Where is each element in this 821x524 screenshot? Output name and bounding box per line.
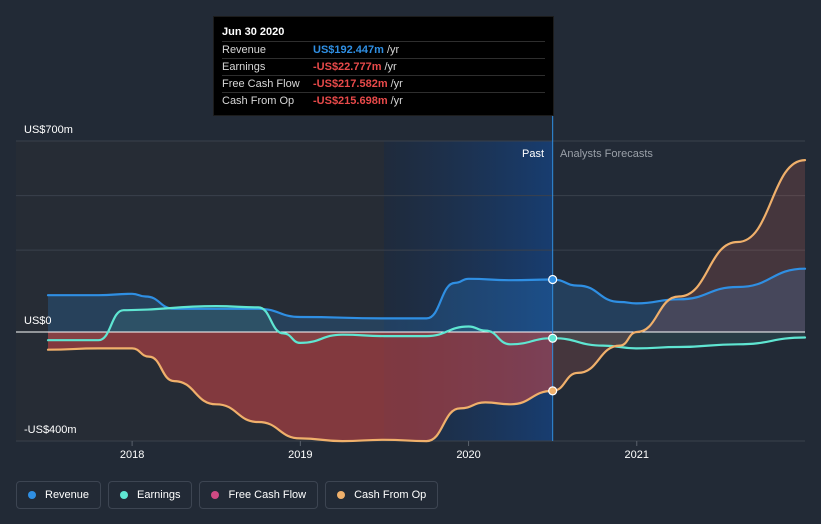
legend-item-free-cash-flow[interactable]: Free Cash Flow <box>199 481 319 509</box>
series-line <box>46 304 807 350</box>
dim-region <box>16 141 384 441</box>
legend-dot <box>28 491 36 499</box>
highlight-marker <box>548 386 558 396</box>
legend-label: Free Cash Flow <box>228 489 307 501</box>
tooltip-value: -US$217.582m <box>313 78 388 90</box>
chart-legend: Revenue Earnings Free Cash Flow Cash Fro… <box>16 481 439 509</box>
legend-dot <box>211 491 220 499</box>
tooltip: Jun 30 2020 Revenue US$192.447m /yr Earn… <box>213 16 554 116</box>
x-tick-label: 2020 <box>456 449 480 461</box>
series-line <box>46 267 807 320</box>
legend-dot <box>120 491 129 499</box>
series-areas <box>48 160 805 442</box>
legend-label: Cash From Op <box>354 489 427 501</box>
x-tick-label: 2021 <box>625 449 649 461</box>
highlight-marker <box>548 274 558 285</box>
highlight-markers <box>548 274 558 396</box>
legend-label: Revenue <box>45 489 90 501</box>
tooltip-row-free-cash-flow: Free Cash Flow -US$217.582m /yr <box>222 76 545 93</box>
series-lines <box>46 159 807 443</box>
tooltip-label: Free Cash Flow <box>222 78 300 90</box>
series-area <box>48 160 805 442</box>
series-area <box>48 268 805 332</box>
tooltip-row-earnings: Earnings -US$22.777m /yr <box>222 59 545 76</box>
tooltip-row-revenue: Revenue US$192.447m /yr <box>222 42 545 59</box>
tooltip-label: Revenue <box>222 44 267 56</box>
y-axis-bottom-label: -US$400m <box>24 424 77 436</box>
tooltip-unit: /yr <box>386 44 400 56</box>
x-tick-label: 2019 <box>288 449 312 461</box>
tooltip-unit: /yr <box>384 61 397 73</box>
x-tick-label: 2018 <box>120 449 144 461</box>
tooltip-value: -US$22.777m <box>313 61 382 73</box>
y-axis-zero-label: US$0 <box>24 315 52 327</box>
y-axis-top-label: US$700m <box>24 124 73 136</box>
tooltip-row-cash-from-op: Cash From Op -US$215.698m /yr <box>222 93 545 110</box>
highlight-marker <box>548 333 558 343</box>
legend-label: Earnings <box>137 489 181 501</box>
tooltip-label: Cash From Op <box>222 95 295 107</box>
tooltip-unit: /yr <box>390 95 403 107</box>
past-label: Past <box>522 148 544 160</box>
forecast-label: Analysts Forecasts <box>560 148 653 160</box>
legend-item-revenue[interactable]: Revenue <box>16 481 102 509</box>
x-axis-ticks: 2018 2019 2020 2021 <box>120 441 649 461</box>
legend-item-earnings[interactable]: Earnings <box>108 481 193 509</box>
legend-dot <box>337 491 346 499</box>
tooltip-date: Jun 30 2020 <box>222 23 545 42</box>
past-highlight-region <box>384 141 552 441</box>
tooltip-label: Earnings <box>222 61 266 73</box>
series-area <box>48 332 553 442</box>
tooltip-value: US$192.447m <box>313 44 384 56</box>
legend-item-cash-from-op[interactable]: Cash From Op <box>325 481 439 509</box>
tooltip-value: -US$215.698m <box>313 95 388 107</box>
series-line <box>46 159 807 443</box>
tooltip-unit: /yr <box>390 78 403 90</box>
series-area <box>48 306 805 349</box>
